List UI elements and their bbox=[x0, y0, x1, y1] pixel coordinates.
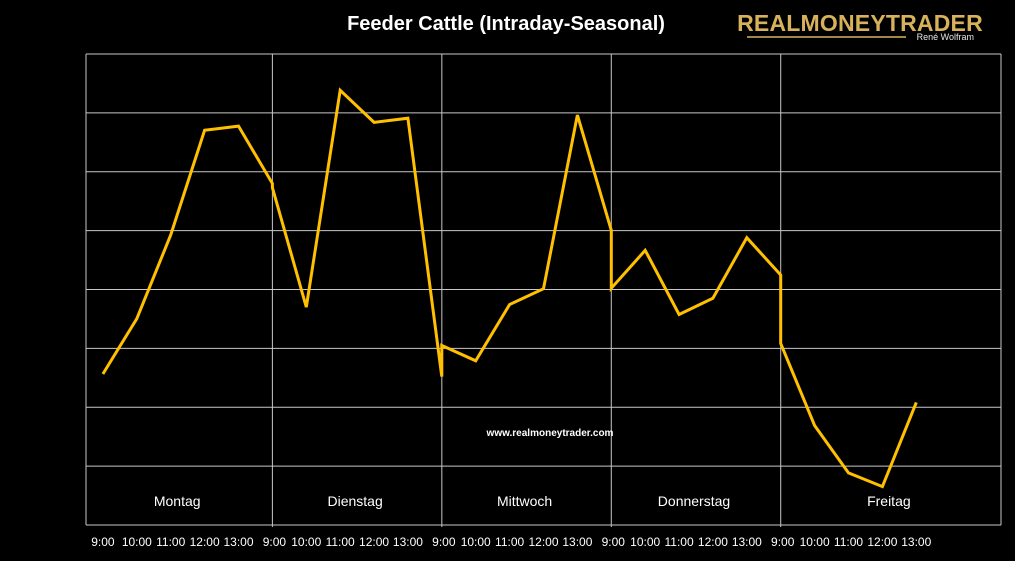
x-tick-label: 11:00 bbox=[156, 535, 185, 549]
watermark: www.realmoneytrader.com bbox=[486, 428, 614, 439]
x-tick-label: 9:00 bbox=[263, 535, 287, 549]
chart-title: Feeder Cattle (Intraday-Seasonal) bbox=[347, 13, 665, 35]
x-tick-label: 13:00 bbox=[223, 535, 253, 549]
x-tick-label: 13:00 bbox=[732, 535, 762, 549]
day-label: Montag bbox=[154, 493, 201, 509]
x-tick-label: 9:00 bbox=[602, 535, 626, 549]
x-tick-label: 13:00 bbox=[393, 535, 423, 549]
day-labels: Montag Dienstag Mittwoch Donnerstag Freitag bbox=[154, 493, 911, 509]
x-tick-label: 11:00 bbox=[664, 535, 693, 549]
x-tick-label: 12:00 bbox=[359, 535, 389, 549]
x-tick-label: 12:00 bbox=[190, 535, 220, 549]
day-label: Freitag bbox=[867, 493, 911, 509]
x-tick-label: 9:00 bbox=[432, 535, 456, 549]
x-tick-label: 12:00 bbox=[698, 535, 728, 549]
x-tick-label: 13:00 bbox=[901, 535, 931, 549]
x-tick-label: 11:00 bbox=[326, 535, 355, 549]
logo-subtitle: René Wolfram bbox=[917, 32, 974, 42]
logo-text: REALMONEYTRADER bbox=[737, 10, 983, 36]
x-tick-label: 10:00 bbox=[800, 535, 830, 549]
x-tick-label: 11:00 bbox=[834, 535, 863, 549]
day-label: Dienstag bbox=[327, 493, 382, 509]
x-tick-label: 10:00 bbox=[122, 535, 152, 549]
x-tick-label: 9:00 bbox=[771, 535, 795, 549]
x-tick-label: 9:00 bbox=[91, 535, 115, 549]
grid bbox=[85, 53, 1002, 527]
x-tick-labels: 9:00 10:00 11:00 12:00 13:00 9:00 10:00 11:00 12… bbox=[91, 535, 931, 549]
series-layer bbox=[101, 87, 918, 489]
x-tick-label: 10:00 bbox=[291, 535, 321, 549]
x-tick-label: 10:00 bbox=[461, 535, 491, 549]
day-label: Mittwoch bbox=[497, 493, 552, 509]
x-tick-label: 12:00 bbox=[528, 535, 558, 549]
x-tick-label: 12:00 bbox=[867, 535, 897, 549]
series-line bbox=[101, 87, 918, 489]
logo: REALMONEYTRADER René Wolfram bbox=[737, 10, 983, 42]
x-tick-label: 13:00 bbox=[562, 535, 592, 549]
x-tick-label: 11:00 bbox=[495, 535, 524, 549]
day-label: Donnerstag bbox=[658, 493, 730, 509]
x-tick-label: 10:00 bbox=[630, 535, 660, 549]
